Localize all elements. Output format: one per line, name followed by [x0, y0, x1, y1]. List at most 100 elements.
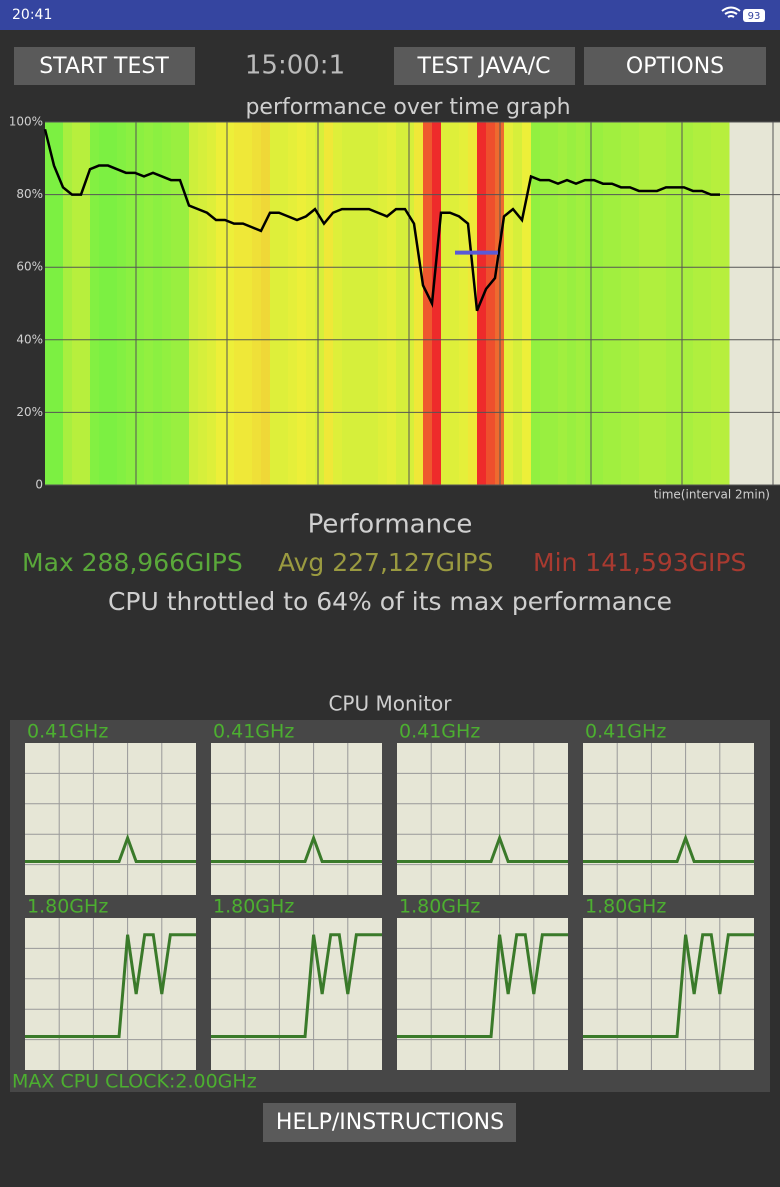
heat-stripe: [387, 122, 397, 485]
core-line: [397, 933, 568, 1039]
heat-stripe: [450, 122, 460, 485]
heat-stripe: [90, 122, 100, 485]
heat-stripe: [63, 122, 73, 485]
core-label: 0.41GHz: [585, 721, 666, 743]
max-clock: MAX CPU CLOCK:2.00GHz: [12, 1071, 257, 1093]
status-time: 20:41: [12, 7, 52, 23]
core-line: [211, 933, 382, 1039]
core-plot: [211, 743, 382, 895]
core-plot: [583, 743, 754, 895]
heat-stripe: [423, 122, 433, 485]
battery-icon: [743, 9, 765, 22]
core-label: 0.41GHz: [27, 721, 108, 743]
heat-stripe: [612, 122, 622, 485]
heat-stripe: [261, 122, 271, 485]
heat-stripe: [135, 122, 145, 485]
heat-stripe: [405, 122, 415, 485]
java-button[interactable]: [394, 47, 575, 85]
heat-stripe: [594, 122, 604, 485]
core-label: 0.41GHz: [213, 721, 294, 743]
heat-stripe: [666, 122, 676, 485]
heat-stripe: [216, 122, 226, 485]
heat-stripe: [396, 122, 406, 485]
heat-stripe: [54, 122, 64, 485]
heat-stripe: [675, 122, 685, 485]
help-button[interactable]: [263, 1103, 516, 1142]
status-bar: [0, 0, 780, 30]
heat-stripe: [459, 122, 469, 485]
core-line: [211, 833, 382, 864]
heat-stripe: [171, 122, 181, 485]
heat-stripe: [117, 122, 127, 485]
heat-stripe: [720, 122, 730, 485]
java-label[interactable]: TEST JAVA/C: [417, 54, 551, 79]
heat-stripe: [657, 122, 667, 485]
heat-stripe: [198, 122, 208, 485]
heat-stripe: [549, 122, 559, 485]
heat-stripe: [639, 122, 649, 485]
perf-avg: Avg 227,127GIPS: [278, 548, 493, 577]
heat-stripe: [576, 122, 586, 485]
heat-stripe: [144, 122, 154, 485]
heat-stripe: [351, 122, 361, 485]
core-line: [25, 833, 196, 864]
heat-stripe: [504, 122, 514, 485]
perf-max: Max 288,966GIPS: [22, 548, 243, 577]
start-label[interactable]: START TEST: [39, 54, 169, 79]
core-line: [397, 833, 568, 864]
core-plot: [25, 918, 196, 1070]
core-plot: [25, 743, 196, 895]
heat-stripe: [414, 122, 424, 485]
y-tick-label: 60%: [16, 260, 43, 274]
y-tick-label: 40%: [16, 332, 43, 346]
heat-stripe: [477, 122, 487, 485]
heat-stripe: [432, 122, 442, 485]
heat-stripe: [630, 122, 640, 485]
throttle-text: CPU throttled to 64% of its max performa…: [108, 587, 672, 616]
performance-line: [43, 128, 720, 312]
help-label[interactable]: HELP/INSTRUCTIONS: [276, 1110, 504, 1135]
heat-stripe: [243, 122, 253, 485]
heat-stripe: [441, 122, 451, 485]
heat-stripe: [585, 122, 595, 485]
heat-stripe: [234, 122, 244, 485]
core-label: 1.80GHz: [585, 896, 666, 918]
timer: 15:00:1: [245, 51, 345, 81]
heat-stripe: [225, 122, 235, 485]
heat-stripe: [81, 122, 91, 485]
options-button[interactable]: [584, 47, 766, 85]
heat-stripe: [99, 122, 109, 485]
heat-stripe: [486, 122, 496, 485]
heat-stripe: [513, 122, 523, 485]
options-label[interactable]: OPTIONS: [626, 54, 724, 79]
heat-stripe: [468, 122, 478, 485]
heat-stripe: [522, 122, 532, 485]
heat-stripe: [153, 122, 163, 485]
heat-stripe: [360, 122, 370, 485]
heat-stripe: [207, 122, 217, 485]
heat-stripe: [45, 122, 55, 485]
heat-stripe: [72, 122, 82, 485]
y-tick-label: 100%: [9, 115, 43, 129]
y-tick-label: 20%: [16, 405, 43, 419]
heat-stripe: [693, 122, 703, 485]
heat-stripe: [180, 122, 190, 485]
core-line: [583, 933, 754, 1039]
heat-stripe: [567, 122, 577, 485]
heat-stripe: [252, 122, 262, 485]
cpu-monitor-title: CPU Monitor: [328, 692, 452, 716]
heat-stripe: [270, 122, 280, 485]
heat-stripe: [288, 122, 298, 485]
heat-stripe: [162, 122, 172, 485]
heat-stripe: [378, 122, 388, 485]
heat-stripe: [324, 122, 334, 485]
core-label: 1.80GHz: [213, 896, 294, 918]
start-button[interactable]: [14, 47, 195, 85]
core-plot: [583, 918, 754, 1070]
core-line: [583, 833, 754, 864]
core-label: 1.80GHz: [27, 896, 108, 918]
heat-stripe: [333, 122, 343, 485]
x-axis-label: time(interval 2min): [654, 488, 770, 502]
core-plot: [211, 918, 382, 1070]
